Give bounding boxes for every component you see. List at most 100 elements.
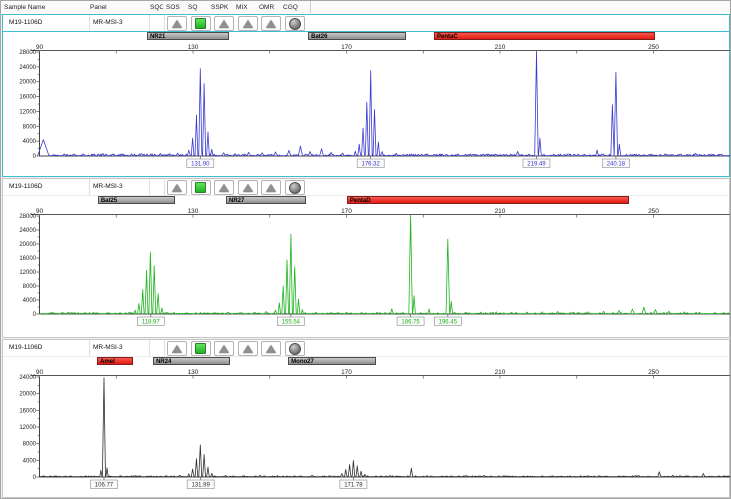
y-axis-tick-label: 12000 — [19, 270, 36, 276]
electropherogram-plot-3[interactable]: 90 130 170 210 250 0 4000 8000 12000 16000 20000 24… — [3, 367, 731, 491]
column-header-row: Sample Name Panel SQO SOS SQ SSPK MIX OM… — [1, 1, 730, 15]
y-axis-tick-label: 24000 — [19, 65, 36, 71]
column-header-sspk[interactable]: SSPK — [208, 1, 236, 13]
y-axis-tick-label: 0 — [33, 312, 37, 318]
flag-sq-cell[interactable] — [190, 16, 211, 31]
peak-size-label-box[interactable] — [522, 158, 551, 168]
peak-size-label-box[interactable] — [186, 158, 215, 168]
triangle-flag-icon — [172, 19, 182, 28]
peak-size-label: 131.90 — [191, 162, 210, 168]
cell-divider — [149, 179, 150, 195]
triangle-flag-icon — [266, 344, 276, 353]
flag-omr-cell[interactable] — [261, 180, 281, 195]
triangle-flag-icon — [219, 183, 229, 192]
peak-size-label-box[interactable] — [277, 316, 305, 326]
electropherogram-plot-2[interactable]: 90 130 170 210 250 0 4000 8000 12000 16000 20000 24… — [3, 206, 731, 328]
x-axis-tick-label: 90 — [36, 369, 44, 376]
y-axis-tick-label: 20000 — [19, 242, 36, 248]
electropherogram-plot-1[interactable]: 90 130 170 210 250 0 4000 8000 12000 16000 20000 24… — [3, 42, 731, 170]
triangle-flag-icon — [219, 344, 229, 353]
flag-sspk-cell[interactable] — [214, 16, 234, 31]
marker-bar-row: Amel NR24 Mono27 — [3, 357, 729, 367]
flag-sos-cell[interactable] — [167, 341, 187, 356]
peak-size-label-box[interactable] — [602, 158, 630, 168]
flag-sspk-cell[interactable] — [214, 180, 234, 195]
sample-row[interactable]: M19-1106D MR-MSI-3 — [3, 15, 729, 32]
sample-block-1[interactable]: M19-1106D MR-MSI-3 NR21 Bat26 PentaC 90 130… — [2, 14, 731, 177]
peak-size-label-box[interactable] — [396, 316, 425, 326]
marker-bar-row: Bat25 NR27 PentaD — [3, 196, 729, 206]
y-axis-tick-label: 16000 — [19, 256, 36, 262]
marker-bar-bat26: Bat26 — [308, 32, 406, 40]
column-header-panel[interactable]: Panel — [87, 1, 150, 13]
marker-bar-nr21: NR21 — [146, 32, 230, 40]
y-axis-tick-label: 4000 — [23, 458, 37, 464]
cell-divider — [149, 340, 150, 356]
flag-mix-cell[interactable] — [237, 341, 258, 356]
peak-size-label: 240.18 — [607, 162, 626, 168]
peak-size-label: 186.75 — [401, 320, 420, 326]
x-axis-tick-label: 210 — [495, 208, 506, 215]
y-axis-tick-label: 24000 — [19, 375, 36, 381]
peak-size-label-box[interactable] — [356, 158, 385, 168]
x-axis-tick-label: 250 — [648, 44, 659, 51]
sample-name: M19-1106D — [9, 19, 43, 26]
peak-size-label-box[interactable] — [90, 479, 118, 489]
flag-mix-cell[interactable] — [237, 16, 258, 31]
marker-bar-amel: Amel — [97, 357, 134, 365]
peak-size-label-box[interactable] — [136, 316, 165, 326]
x-axis-tick-label: 250 — [648, 208, 659, 215]
x-axis-tick-label: 170 — [341, 208, 352, 215]
cell-divider — [89, 15, 90, 31]
peak-size-label: 219.49 — [527, 162, 546, 168]
peak-size-label: 176.32 — [361, 162, 380, 168]
sample-name: M19-1106D — [9, 344, 43, 351]
y-axis-tick-label: 16000 — [19, 95, 36, 101]
peak-size-label-box[interactable] — [186, 479, 215, 489]
y-axis-tick-label: 8000 — [23, 442, 37, 448]
panel-name: MR-MSI-3 — [93, 183, 123, 190]
square-flag-icon — [195, 343, 206, 354]
marker-bar-bat25: Bat25 — [97, 196, 175, 204]
cell-divider — [164, 340, 165, 356]
flag-mix-cell[interactable] — [237, 180, 258, 195]
column-header-sample-name[interactable]: Sample Name — [1, 1, 90, 13]
column-header-cgq[interactable]: CGQ — [280, 1, 311, 13]
triangle-flag-icon — [172, 183, 182, 192]
y-axis-tick-label: 12000 — [19, 425, 36, 431]
marker-bar-nr27: NR27 — [226, 196, 307, 204]
column-header-omr[interactable]: OMR — [256, 1, 283, 13]
y-axis-tick-label: 4000 — [23, 139, 37, 145]
flag-sspk-cell[interactable] — [214, 341, 234, 356]
electropherogram-trace — [39, 214, 731, 315]
triangle-flag-icon — [219, 19, 229, 28]
sample-block-2[interactable]: M19-1106D MR-MSI-3 Bat25 NR27 PentaD 90 130… — [2, 178, 731, 338]
sample-block-3[interactable]: M19-1106D MR-MSI-3 Amel NR24 Mono27 90 130 1… — [2, 339, 731, 498]
peak-size-label-box[interactable] — [339, 479, 368, 489]
flag-sos-cell[interactable] — [167, 16, 187, 31]
flag-cgq-cell[interactable] — [284, 180, 305, 195]
flag-cgq-cell[interactable] — [284, 341, 305, 356]
electropherogram-trace — [39, 377, 731, 478]
sample-row[interactable]: M19-1106D MR-MSI-3 — [3, 340, 729, 357]
flag-sos-cell[interactable] — [167, 180, 187, 195]
marker-bar-pentac: PentaC — [433, 32, 655, 40]
x-axis-tick-label: 130 — [188, 208, 199, 215]
flag-cgq-cell[interactable] — [284, 16, 305, 31]
cell-divider — [149, 15, 150, 31]
flag-omr-cell[interactable] — [261, 16, 281, 31]
peak-size-label-box[interactable] — [434, 316, 462, 326]
y-axis-tick-label: 20000 — [19, 392, 36, 398]
triangle-flag-icon — [172, 344, 182, 353]
flag-sq-cell[interactable] — [190, 180, 211, 195]
cell-divider — [164, 15, 165, 31]
panel-name: MR-MSI-3 — [93, 19, 123, 26]
triangle-flag-icon — [242, 183, 253, 192]
flag-omr-cell[interactable] — [261, 341, 281, 356]
marker-bar-nr24: NR24 — [153, 357, 230, 365]
flag-sq-cell[interactable] — [190, 341, 211, 356]
x-axis-tick-label: 170 — [341, 44, 352, 51]
sample-row[interactable]: M19-1106D MR-MSI-3 — [3, 179, 729, 196]
panel-name: MR-MSI-3 — [93, 344, 123, 351]
